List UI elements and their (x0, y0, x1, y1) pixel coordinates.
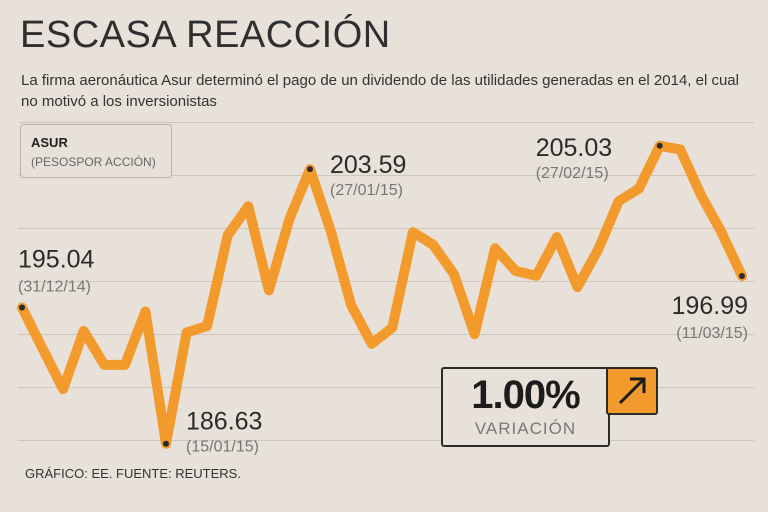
annotation-value: 195.04 (18, 246, 95, 274)
page-title: ESCASA REACCIÓN (20, 14, 391, 56)
variation-label: VARIACIÓN (474, 419, 577, 438)
annotation-date: (27/02/15) (536, 165, 609, 182)
annotated-point (739, 272, 745, 279)
annotated-point (307, 166, 313, 173)
annotation-date: (27/01/15) (330, 182, 403, 199)
annotation-value: 196.99 (672, 292, 748, 320)
annotation-value: 203.59 (330, 151, 406, 179)
annotated-point (163, 440, 169, 447)
annotated-point (656, 142, 663, 149)
arrow-up-right-icon (606, 367, 658, 415)
annotation-date: (31/12/14) (18, 279, 91, 296)
variation-box: 1.00% VARIACIÓN (441, 367, 610, 447)
legend-unit: (PESOSPOR ACCIÓN) (31, 155, 156, 169)
chart-points (19, 142, 745, 447)
annotation-date: (15/01/15) (186, 439, 259, 456)
annotated-point (19, 304, 25, 311)
annotation-value: 186.63 (186, 408, 262, 436)
source-footer: GRÁFICO: EE. FUENTE: REUTERS. (25, 466, 241, 481)
chart-annotations: 195.04 (31/12/14) 186.63 (15/01/15) 203.59 (2… (18, 134, 748, 456)
series-line-asur (17, 140, 747, 449)
page-subtitle: La firma aeronáutica Asur determinó el p… (21, 72, 739, 110)
annotation-date: (11/03/15) (676, 325, 748, 342)
variation-value: 1.00% (471, 373, 580, 417)
line-chart: 195.04 (31/12/14) 186.63 (15/01/15) 203.59 (2… (17, 122, 754, 456)
legend-ticker: ASUR (31, 135, 68, 150)
legend-box: ASUR (PESOSPOR ACCIÓN) (20, 124, 172, 178)
annotation-value: 205.03 (536, 134, 612, 162)
